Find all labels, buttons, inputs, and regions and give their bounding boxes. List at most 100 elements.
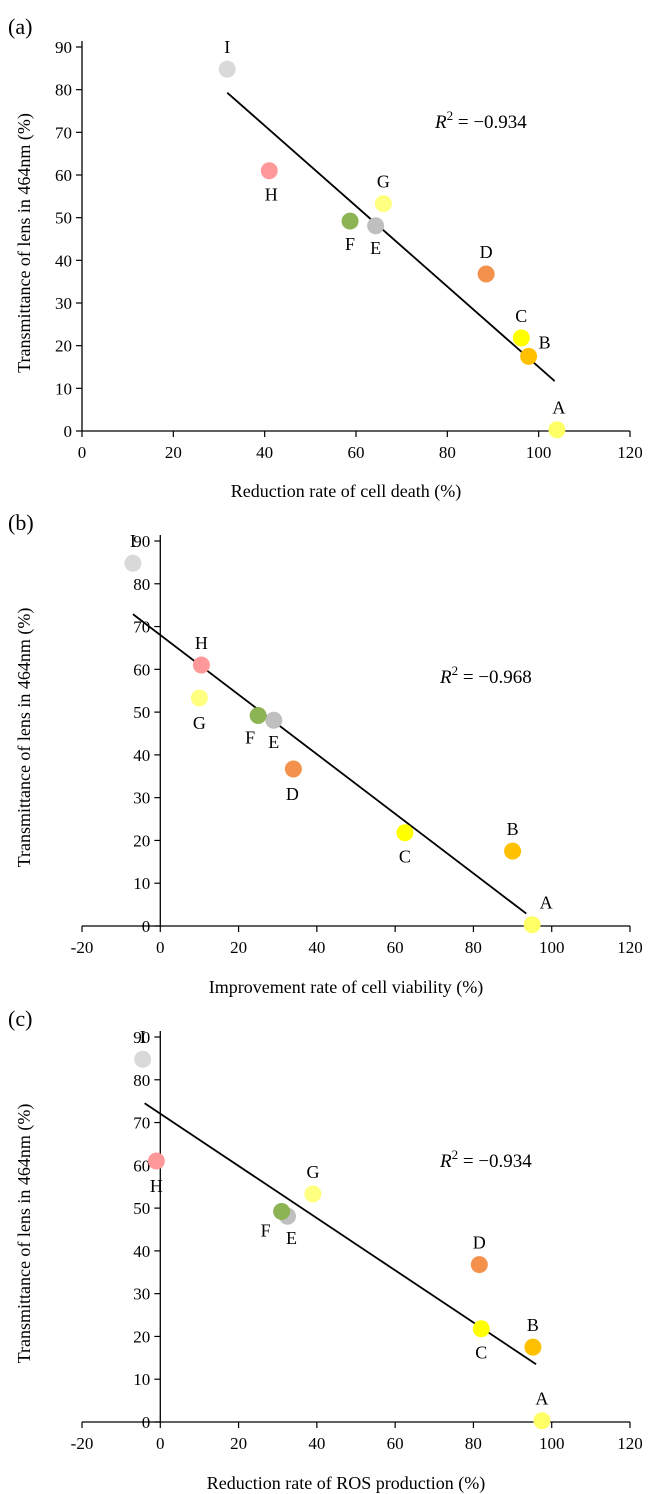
y-tick-label: 90 (55, 38, 72, 57)
point-label-I: I (224, 37, 230, 57)
x-tick-label: 20 (165, 443, 182, 462)
data-point-B (520, 347, 538, 365)
x-tick-label: 20 (230, 1434, 247, 1453)
x-tick-label: 120 (617, 1434, 643, 1453)
y-tick-label: 40 (133, 1242, 150, 1261)
r-squared-annotation: R2 = −0.934 (439, 1147, 532, 1172)
data-point-A (548, 421, 566, 439)
x-tick-label: 0 (156, 938, 165, 957)
y-tick-label: 50 (133, 1199, 150, 1218)
point-label-C: C (399, 847, 411, 867)
x-tick-label: 100 (539, 1434, 565, 1453)
x-axis-title: Improvement rate of cell viability (%) (209, 977, 483, 998)
y-tick-label: 40 (55, 251, 72, 270)
x-tick-label: 60 (387, 938, 404, 957)
y-tick-label: 0 (64, 422, 73, 441)
y-tick-label: 20 (55, 337, 72, 356)
point-label-B: B (507, 819, 519, 839)
y-tick-label: 70 (133, 1114, 150, 1133)
point-label-D: D (473, 1233, 486, 1253)
x-tick-label: 40 (308, 1434, 325, 1453)
point-label-I: I (130, 531, 136, 551)
y-tick-label: 90 (133, 1028, 150, 1047)
data-point-E (367, 217, 385, 235)
data-point-C (512, 329, 530, 347)
y-tick-label: 40 (133, 746, 150, 765)
data-point-F (273, 1203, 291, 1221)
point-label-A: A (552, 398, 565, 418)
point-label-D: D (286, 784, 299, 804)
y-tick-label: 0 (142, 1413, 151, 1432)
point-label-F: F (345, 234, 355, 254)
point-label-H: H (150, 1176, 163, 1196)
x-tick-label: 80 (439, 443, 456, 462)
y-tick-label: 10 (55, 379, 72, 398)
x-tick-label: -20 (71, 938, 94, 957)
y-tick-label: 60 (133, 660, 150, 679)
y-tick-label: 90 (133, 532, 150, 551)
data-point-H (192, 656, 210, 674)
y-tick-label: 70 (133, 618, 150, 637)
point-label-F: F (261, 1221, 271, 1241)
y-tick-label: 0 (142, 917, 151, 936)
point-label-E: E (286, 1228, 297, 1248)
data-point-F (249, 707, 267, 725)
y-tick-label: 30 (55, 294, 72, 313)
y-tick-label: 20 (133, 1327, 150, 1346)
data-point-B (524, 1338, 542, 1356)
x-tick-label: -20 (71, 1434, 94, 1453)
x-tick-label: 100 (526, 443, 552, 462)
data-point-H (260, 162, 278, 180)
panel-label: (b) (8, 510, 34, 535)
y-tick-label: 20 (133, 831, 150, 850)
panel-c: (c) 0 10 20 30 40 50 60 70 80 90 -20 0 20 40 60 80 100 120… (8, 1006, 643, 1494)
y-axis-title: Transmittance of lens in 464nm (%) (14, 113, 35, 373)
data-point-H (147, 1152, 165, 1170)
x-tick-label: 60 (348, 443, 365, 462)
y-tick-label: 80 (55, 81, 72, 100)
x-tick-label: 40 (256, 443, 273, 462)
point-label-C: C (515, 306, 527, 326)
data-point-E (265, 711, 283, 729)
point-label-H: H (195, 633, 208, 653)
point-label-D: D (480, 242, 493, 262)
data-point-I (134, 1050, 152, 1068)
x-tick-label: 40 (308, 938, 325, 957)
panel-a: (a) 0 10 20 30 40 50 60 70 80 90 0 20 40 60 80 100 120 Red… (8, 14, 643, 502)
data-point-A (533, 1412, 551, 1430)
x-axis-title: Reduction rate of cell death (%) (231, 481, 461, 502)
point-label-I: I (140, 1027, 146, 1047)
x-tick-label: 100 (539, 938, 565, 957)
r-squared-annotation: R2 = −0.934 (434, 108, 527, 133)
x-tick-label: 20 (230, 938, 247, 957)
point-label-B: B (527, 1315, 539, 1335)
y-axis-title: Transmittance of lens in 464nm (%) (14, 1104, 35, 1364)
y-tick-label: 10 (133, 874, 150, 893)
data-point-B (504, 842, 522, 860)
y-tick-label: 80 (133, 1071, 150, 1090)
x-tick-label: 120 (617, 938, 643, 957)
point-label-G: G (306, 1162, 319, 1182)
data-point-D (470, 1256, 488, 1274)
x-tick-label: 0 (156, 1434, 165, 1453)
point-label-H: H (265, 185, 278, 205)
data-point-G (374, 195, 392, 213)
data-point-F (341, 212, 359, 230)
data-point-G (304, 1185, 322, 1203)
data-point-D (477, 265, 495, 283)
y-tick-label: 80 (133, 575, 150, 594)
point-label-G: G (377, 172, 390, 192)
data-point-C (472, 1320, 490, 1338)
x-tick-label: 80 (465, 938, 482, 957)
trend-line (132, 613, 527, 915)
data-point-G (190, 689, 208, 707)
r-squared-annotation: R2 = −0.968 (439, 663, 532, 688)
point-label-C: C (475, 1343, 487, 1363)
panel-label: (c) (8, 1006, 32, 1031)
point-label-E: E (268, 732, 279, 752)
y-tick-label: 60 (55, 166, 72, 185)
point-label-B: B (539, 332, 551, 352)
panel-b: (b) 0 10 20 30 40 50 60 70 80 90 -20 0 20 40 60 80 100 120… (8, 510, 643, 998)
y-tick-label: 30 (133, 1285, 150, 1304)
